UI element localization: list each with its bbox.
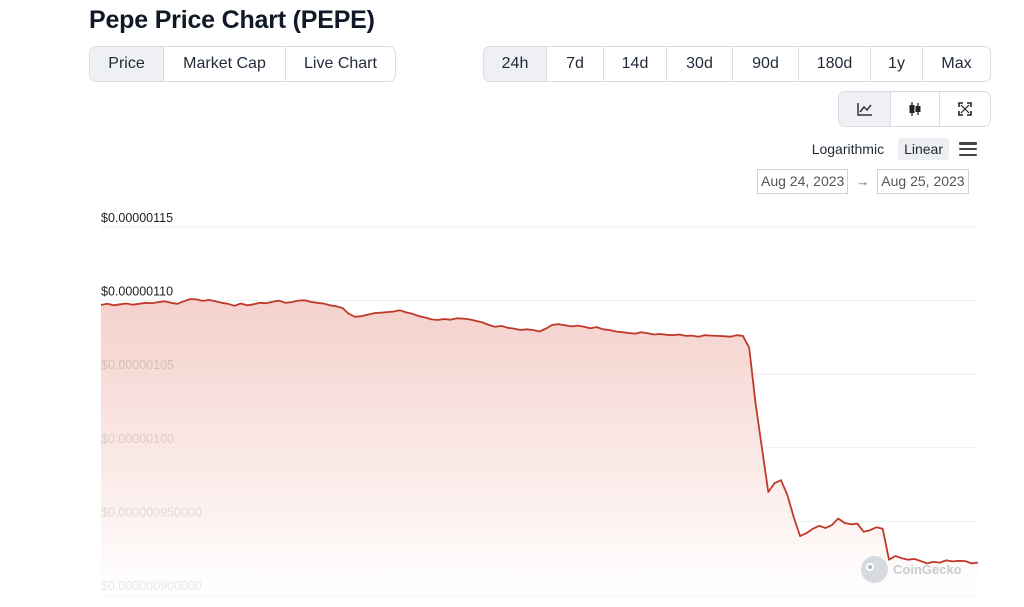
- price-line: [100, 298, 979, 565]
- chart-tabs: Price Market Cap Live Chart: [89, 46, 396, 82]
- tab-price[interactable]: Price: [90, 47, 164, 81]
- tab-live-chart[interactable]: Live Chart: [304, 55, 377, 72]
- date-arrow-icon: →: [856, 174, 870, 189]
- fullscreen-button[interactable]: [940, 92, 990, 126]
- range-1y-button[interactable]: 1y: [871, 47, 923, 81]
- linear-scale-option[interactable]: Linear: [898, 138, 949, 160]
- line-chart-view-button[interactable]: [839, 92, 891, 126]
- chart-view-selector: [838, 91, 991, 127]
- scale-toggle: Logarithmic Linear: [806, 138, 977, 160]
- coingecko-logo-icon: [861, 556, 888, 583]
- range-30d-button[interactable]: 30d: [667, 47, 733, 81]
- range-max-button[interactable]: Max: [941, 55, 972, 72]
- logarithmic-scale-option[interactable]: Logarithmic: [811, 141, 885, 157]
- y-tick-label: $0.00000115: [101, 211, 173, 225]
- menu-icon[interactable]: [959, 142, 977, 156]
- date-from-input[interactable]: Aug 24, 2023: [757, 169, 849, 194]
- date-range: Aug 24, 2023 → Aug 25, 2023: [757, 169, 969, 194]
- range-180d-button[interactable]: 180d: [799, 47, 871, 81]
- range-90d-button[interactable]: 90d: [733, 47, 799, 81]
- range-14d-button[interactable]: 14d: [604, 47, 667, 81]
- fullscreen-icon: [958, 102, 972, 116]
- tab-market-cap[interactable]: Market Cap: [164, 47, 286, 81]
- range-7d-button[interactable]: 7d: [547, 47, 604, 81]
- page-title: Pepe Price Chart (PEPE): [89, 6, 375, 34]
- range-24h-button[interactable]: 24h: [484, 47, 547, 81]
- line-chart-icon: [856, 103, 872, 116]
- candlestick-icon: [909, 102, 921, 116]
- coingecko-watermark: CoinGecko: [861, 556, 962, 583]
- time-range-selector: 24h 7d 14d 30d 90d 180d 1y Max: [483, 46, 991, 82]
- date-to-input[interactable]: Aug 25, 2023: [877, 169, 969, 194]
- candlestick-view-button[interactable]: [891, 92, 940, 126]
- y-tick-label: $0.00000110: [101, 285, 173, 299]
- price-area: [101, 299, 978, 595]
